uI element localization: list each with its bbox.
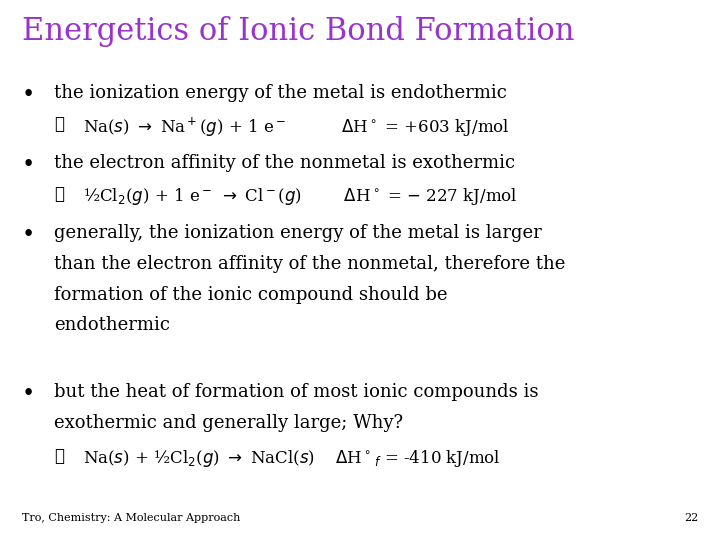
- Text: ✓: ✓: [54, 116, 64, 133]
- Text: ½Cl$_2$($g$) + 1 e$^-$ $\rightarrow$ Cl$^-$($g$)        $\Delta$H$^\circ$ = $-$ : ½Cl$_2$($g$) + 1 e$^-$ $\rightarrow$ Cl$…: [83, 186, 518, 207]
- Text: formation of the ionic compound should be: formation of the ionic compound should b…: [54, 286, 448, 303]
- Text: Tro, Chemistry: A Molecular Approach: Tro, Chemistry: A Molecular Approach: [22, 513, 240, 523]
- Text: •: •: [22, 154, 35, 176]
- Text: than the electron affinity of the nonmetal, therefore the: than the electron affinity of the nonmet…: [54, 255, 565, 273]
- Text: 22: 22: [684, 513, 698, 523]
- Text: but the heat of formation of most ionic compounds is: but the heat of formation of most ionic …: [54, 383, 539, 401]
- Text: the electron affinity of the nonmetal is exothermic: the electron affinity of the nonmetal is…: [54, 154, 515, 172]
- Text: Energetics of Ionic Bond Formation: Energetics of Ionic Bond Formation: [22, 16, 574, 47]
- Text: •: •: [22, 84, 35, 106]
- Text: ✓: ✓: [54, 448, 64, 465]
- Text: ✓: ✓: [54, 186, 64, 203]
- Text: generally, the ionization energy of the metal is larger: generally, the ionization energy of the …: [54, 224, 541, 242]
- Text: •: •: [22, 224, 35, 246]
- Text: Na($s$) + ½Cl$_2$($g$) $\rightarrow$ NaCl($s$)    $\Delta$H$^\circ$$_f$ = -410 k: Na($s$) + ½Cl$_2$($g$) $\rightarrow$ NaC…: [83, 448, 500, 469]
- Text: exothermic and generally large; Why?: exothermic and generally large; Why?: [54, 414, 403, 432]
- Text: Na($s$) $\rightarrow$ Na$^+$($g$) + 1 e$^-$          $\Delta$H$^\circ$ = +603 kJ: Na($s$) $\rightarrow$ Na$^+$($g$) + 1 e$…: [83, 116, 510, 139]
- Text: endothermic: endothermic: [54, 316, 170, 334]
- Text: the ionization energy of the metal is endothermic: the ionization energy of the metal is en…: [54, 84, 507, 102]
- Text: •: •: [22, 383, 35, 406]
